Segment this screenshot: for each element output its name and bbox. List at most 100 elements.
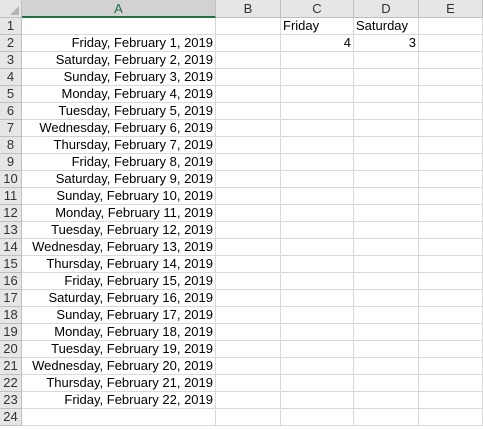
cell-c[interactable] <box>281 69 354 86</box>
cell-c[interactable] <box>281 375 354 392</box>
cell-e[interactable] <box>419 375 483 392</box>
cell-b[interactable] <box>216 307 281 324</box>
cell-a[interactable]: Monday, February 4, 2019 <box>22 86 216 103</box>
cell-d[interactable]: Saturday <box>354 18 419 35</box>
cell-a[interactable]: Tuesday, February 19, 2019 <box>22 341 216 358</box>
cell-a[interactable]: Saturday, February 9, 2019 <box>22 171 216 188</box>
cell-e[interactable] <box>419 137 483 154</box>
cell-e[interactable] <box>419 324 483 341</box>
cell-a[interactable]: Thursday, February 14, 2019 <box>22 256 216 273</box>
cell-a[interactable]: Friday, February 1, 2019 <box>22 35 216 52</box>
cell-a[interactable]: Wednesday, February 13, 2019 <box>22 239 216 256</box>
cell-c[interactable] <box>281 409 354 426</box>
cell-b[interactable] <box>216 375 281 392</box>
row-header[interactable]: 3 <box>0 52 22 69</box>
cell-a[interactable]: Wednesday, February 20, 2019 <box>22 358 216 375</box>
cell-a[interactable]: Thursday, February 7, 2019 <box>22 137 216 154</box>
cell-b[interactable] <box>216 324 281 341</box>
cell-c[interactable]: Friday <box>281 18 354 35</box>
cell-d[interactable] <box>354 205 419 222</box>
cell-e[interactable] <box>419 222 483 239</box>
cell-e[interactable] <box>419 409 483 426</box>
cell-b[interactable] <box>216 120 281 137</box>
cell-c[interactable] <box>281 171 354 188</box>
cell-b[interactable] <box>216 35 281 52</box>
cell-e[interactable] <box>419 205 483 222</box>
cell-d[interactable] <box>354 188 419 205</box>
cell-b[interactable] <box>216 409 281 426</box>
cell-d[interactable] <box>354 392 419 409</box>
cell-c[interactable] <box>281 154 354 171</box>
row-header[interactable]: 1 <box>0 18 22 35</box>
cell-c[interactable] <box>281 137 354 154</box>
cell-b[interactable] <box>216 205 281 222</box>
row-header[interactable]: 12 <box>0 205 22 222</box>
cell-b[interactable] <box>216 341 281 358</box>
row-header[interactable]: 21 <box>0 358 22 375</box>
cell-c[interactable] <box>281 324 354 341</box>
cell-b[interactable] <box>216 86 281 103</box>
cell-e[interactable] <box>419 171 483 188</box>
cell-e[interactable] <box>419 103 483 120</box>
cell-c[interactable] <box>281 239 354 256</box>
cell-e[interactable] <box>419 307 483 324</box>
cell-d[interactable] <box>354 69 419 86</box>
cell-b[interactable] <box>216 256 281 273</box>
row-header[interactable]: 23 <box>0 392 22 409</box>
cell-b[interactable] <box>216 103 281 120</box>
cell-c[interactable] <box>281 358 354 375</box>
cell-a[interactable]: Tuesday, February 5, 2019 <box>22 103 216 120</box>
cell-c[interactable] <box>281 86 354 103</box>
cell-d[interactable] <box>354 341 419 358</box>
row-header[interactable]: 8 <box>0 137 22 154</box>
cell-b[interactable] <box>216 273 281 290</box>
cell-d[interactable] <box>354 120 419 137</box>
cell-e[interactable] <box>419 341 483 358</box>
row-header[interactable]: 15 <box>0 256 22 273</box>
cell-e[interactable] <box>419 86 483 103</box>
cell-d[interactable] <box>354 171 419 188</box>
cell-c[interactable] <box>281 205 354 222</box>
cell-b[interactable] <box>216 239 281 256</box>
row-header[interactable]: 20 <box>0 341 22 358</box>
row-header[interactable]: 2 <box>0 35 22 52</box>
cell-e[interactable] <box>419 52 483 69</box>
row-header[interactable]: 11 <box>0 188 22 205</box>
cell-d[interactable] <box>354 375 419 392</box>
cell-d[interactable] <box>354 256 419 273</box>
cell-d[interactable] <box>354 358 419 375</box>
cell-c[interactable] <box>281 120 354 137</box>
cell-e[interactable] <box>419 18 483 35</box>
cell-a[interactable]: Wednesday, February 6, 2019 <box>22 120 216 137</box>
cell-c[interactable] <box>281 341 354 358</box>
cell-c[interactable] <box>281 103 354 120</box>
cell-d[interactable] <box>354 86 419 103</box>
cell-e[interactable] <box>419 69 483 86</box>
cell-d[interactable] <box>354 239 419 256</box>
row-header[interactable]: 24 <box>0 409 22 426</box>
cell-d[interactable] <box>354 103 419 120</box>
cell-b[interactable] <box>216 358 281 375</box>
cell-a[interactable]: Sunday, February 3, 2019 <box>22 69 216 86</box>
column-header-c[interactable]: C <box>281 0 354 18</box>
cell-d[interactable] <box>354 290 419 307</box>
cell-b[interactable] <box>216 392 281 409</box>
cell-a[interactable]: Thursday, February 21, 2019 <box>22 375 216 392</box>
cell-c[interactable] <box>281 256 354 273</box>
cell-a[interactable]: Sunday, February 10, 2019 <box>22 188 216 205</box>
cell-e[interactable] <box>419 239 483 256</box>
cell-e[interactable] <box>419 256 483 273</box>
cell-a[interactable] <box>22 18 216 35</box>
cell-b[interactable] <box>216 188 281 205</box>
cell-c[interactable]: 4 <box>281 35 354 52</box>
cell-d[interactable] <box>354 273 419 290</box>
select-all-button[interactable] <box>0 0 22 18</box>
cell-a[interactable]: Tuesday, February 12, 2019 <box>22 222 216 239</box>
cell-b[interactable] <box>216 171 281 188</box>
cell-d[interactable] <box>354 307 419 324</box>
cell-e[interactable] <box>419 358 483 375</box>
cell-b[interactable] <box>216 154 281 171</box>
row-header[interactable]: 16 <box>0 273 22 290</box>
cell-a[interactable]: Sunday, February 17, 2019 <box>22 307 216 324</box>
row-header[interactable]: 18 <box>0 307 22 324</box>
